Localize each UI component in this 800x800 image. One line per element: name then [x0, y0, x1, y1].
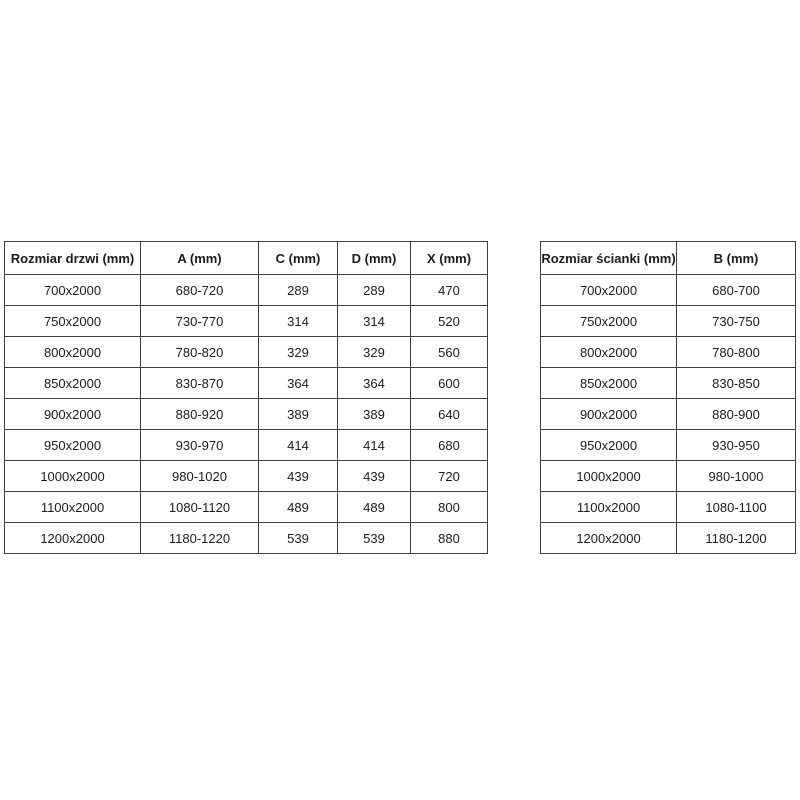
table-cell: 880-920: [140, 398, 259, 430]
table-cell: 980-1000: [676, 460, 796, 492]
table-cell: 1200x2000: [4, 522, 141, 554]
table-cell: 1000x2000: [540, 460, 677, 492]
table-cell: 680: [410, 429, 488, 461]
table-cell: 1180-1220: [140, 522, 259, 554]
table-row: 1000x2000 980-1020 439 439 720: [4, 460, 488, 492]
table-cell: 930-970: [140, 429, 259, 461]
table-cell: 364: [337, 367, 411, 399]
table-cell: 980-1020: [140, 460, 259, 492]
door-size-table: Rozmiar drzwi (mm) A (mm) C (mm) D (mm) …: [4, 241, 488, 554]
table-header-row: Rozmiar drzwi (mm) A (mm) C (mm) D (mm) …: [4, 241, 488, 275]
table-cell: 389: [258, 398, 338, 430]
table-cell: 1080-1100: [676, 491, 796, 523]
table-row: 800x2000 780-820 329 329 560: [4, 336, 488, 368]
table-cell: 700x2000: [540, 274, 677, 306]
table-row: 750x2000 730-770 314 314 520: [4, 305, 488, 337]
table-cell: 900x2000: [540, 398, 677, 430]
table-row: 900x2000 880-900: [540, 398, 796, 430]
column-header-door-size: Rozmiar drzwi (mm): [4, 241, 141, 275]
column-header-c: C (mm): [258, 241, 338, 275]
table-cell: 600: [410, 367, 488, 399]
table-row: 800x2000 780-800: [540, 336, 796, 368]
table-cell: 364: [258, 367, 338, 399]
column-header-d: D (mm): [337, 241, 411, 275]
table-cell: 750x2000: [540, 305, 677, 337]
table-cell: 329: [258, 336, 338, 368]
column-header-x: X (mm): [410, 241, 488, 275]
table-cell: 489: [337, 491, 411, 523]
table-cell: 950x2000: [4, 429, 141, 461]
table-cell: 800: [410, 491, 488, 523]
table-header-row: Rozmiar ścianki (mm) B (mm): [540, 241, 796, 275]
table-cell: 830-870: [140, 367, 259, 399]
table-cell: 314: [337, 305, 411, 337]
table-cell: 850x2000: [4, 367, 141, 399]
table-cell: 439: [258, 460, 338, 492]
table-cell: 1100x2000: [4, 491, 141, 523]
table-cell: 314: [258, 305, 338, 337]
table-cell: 780-820: [140, 336, 259, 368]
table-cell: 680-720: [140, 274, 259, 306]
table-cell: 489: [258, 491, 338, 523]
table-cell: 700x2000: [4, 274, 141, 306]
table-cell: 1200x2000: [540, 522, 677, 554]
column-header-wall-size: Rozmiar ścianki (mm): [540, 241, 677, 275]
table-cell: 520: [410, 305, 488, 337]
table-row: 850x2000 830-870 364 364 600: [4, 367, 488, 399]
table-cell: 414: [258, 429, 338, 461]
table-cell: 1180-1200: [676, 522, 796, 554]
table-row: 950x2000 930-950: [540, 429, 796, 461]
table-row: 750x2000 730-750: [540, 305, 796, 337]
table-cell: 800x2000: [540, 336, 677, 368]
table-cell: 389: [337, 398, 411, 430]
table-row: 1000x2000 980-1000: [540, 460, 796, 492]
table-cell: 880: [410, 522, 488, 554]
table-row: 1200x2000 1180-1200: [540, 522, 796, 554]
table-cell: 730-750: [676, 305, 796, 337]
table-cell: 640: [410, 398, 488, 430]
table-cell: 539: [337, 522, 411, 554]
table-cell: 1080-1120: [140, 491, 259, 523]
column-header-a: A (mm): [140, 241, 259, 275]
table-cell: 289: [337, 274, 411, 306]
table-row: 1200x2000 1180-1220 539 539 880: [4, 522, 488, 554]
table-row: 850x2000 830-850: [540, 367, 796, 399]
table-cell: 1100x2000: [540, 491, 677, 523]
table-cell: 680-700: [676, 274, 796, 306]
table-cell: 414: [337, 429, 411, 461]
table-cell: 539: [258, 522, 338, 554]
table-cell: 750x2000: [4, 305, 141, 337]
table-cell: 730-770: [140, 305, 259, 337]
table-cell: 780-800: [676, 336, 796, 368]
table-cell: 329: [337, 336, 411, 368]
wall-size-table: Rozmiar ścianki (mm) B (mm) 700x2000 680…: [540, 241, 796, 554]
table-row: 1100x2000 1080-1120 489 489 800: [4, 491, 488, 523]
table-cell: 930-950: [676, 429, 796, 461]
column-header-b: B (mm): [676, 241, 796, 275]
table-cell: 850x2000: [540, 367, 677, 399]
table-cell: 439: [337, 460, 411, 492]
table-cell: 800x2000: [4, 336, 141, 368]
table-row: 700x2000 680-720 289 289 470: [4, 274, 488, 306]
table-row: 900x2000 880-920 389 389 640: [4, 398, 488, 430]
table-cell: 950x2000: [540, 429, 677, 461]
table-cell: 720: [410, 460, 488, 492]
table-cell: 470: [410, 274, 488, 306]
table-cell: 880-900: [676, 398, 796, 430]
table-row: 1100x2000 1080-1100: [540, 491, 796, 523]
table-cell: 289: [258, 274, 338, 306]
table-cell: 560: [410, 336, 488, 368]
table-cell: 1000x2000: [4, 460, 141, 492]
table-cell: 830-850: [676, 367, 796, 399]
table-row: 700x2000 680-700: [540, 274, 796, 306]
table-cell: 900x2000: [4, 398, 141, 430]
table-row: 950x2000 930-970 414 414 680: [4, 429, 488, 461]
